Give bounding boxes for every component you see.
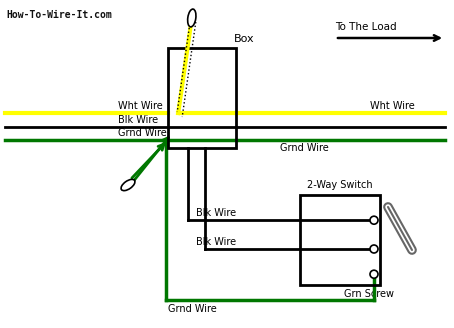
Text: Blk Wire: Blk Wire [118, 115, 158, 125]
Ellipse shape [121, 179, 135, 191]
Circle shape [370, 245, 378, 253]
Text: Grnd Wire: Grnd Wire [168, 304, 217, 314]
Text: Box: Box [234, 34, 255, 44]
Text: Wht Wire: Wht Wire [370, 101, 415, 111]
Text: Grn Screw: Grn Screw [344, 289, 394, 299]
Bar [300, 195, 380, 285]
Bar [168, 48, 236, 148]
Text: Blk Wire: Blk Wire [197, 208, 237, 218]
Text: To The Load: To The Load [335, 22, 397, 32]
Circle shape [370, 216, 378, 224]
Text: 2-Way Switch: 2-Way Switch [307, 180, 373, 190]
Text: Blk Wire: Blk Wire [197, 237, 237, 247]
Text: Wht Wire: Wht Wire [118, 101, 163, 111]
Text: How-To-Wire-It.com: How-To-Wire-It.com [6, 10, 112, 20]
Text: Grnd Wire: Grnd Wire [118, 128, 167, 138]
Circle shape [370, 270, 378, 278]
Ellipse shape [188, 9, 196, 27]
Text: Grnd Wire: Grnd Wire [280, 143, 329, 153]
